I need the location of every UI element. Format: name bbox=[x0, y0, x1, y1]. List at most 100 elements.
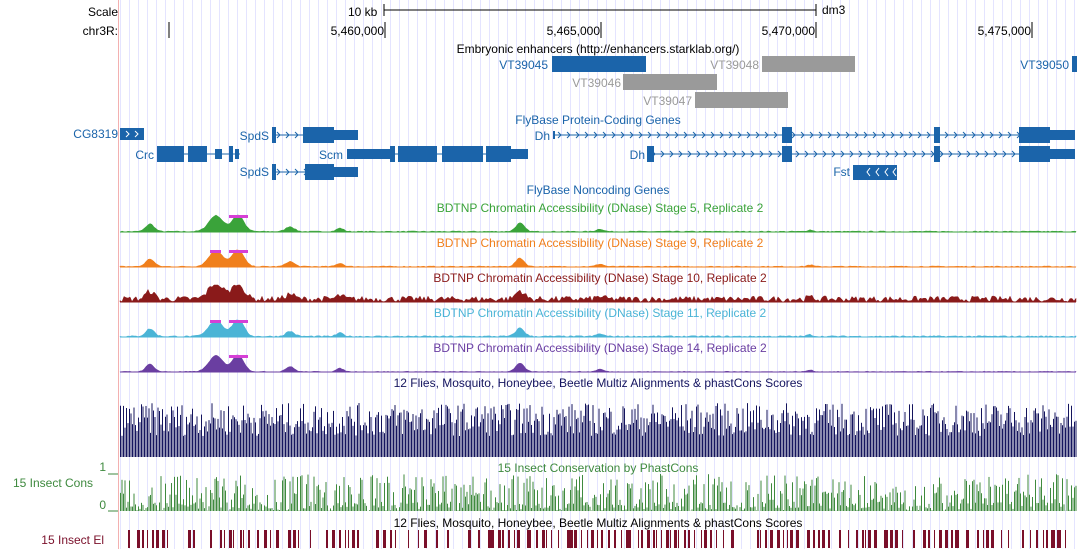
conserved-element bbox=[488, 530, 491, 548]
conserved-element bbox=[591, 530, 594, 548]
phastcons-score-bar bbox=[432, 486, 433, 511]
conserved-element bbox=[270, 530, 271, 548]
phastcons-score-bar bbox=[445, 475, 447, 511]
phastcons-score-bar bbox=[448, 507, 450, 511]
multiz-score-bar bbox=[339, 423, 340, 457]
phastcons-score-bar bbox=[733, 507, 735, 511]
gene-label[interactable]: Scm bbox=[319, 148, 343, 162]
phastcons-score-bar bbox=[274, 479, 276, 511]
gene-label[interactable]: Dh bbox=[534, 129, 550, 143]
conserved-element bbox=[945, 530, 948, 548]
phastcons-score-bar bbox=[358, 493, 360, 511]
phastcons-score-bar bbox=[240, 475, 241, 511]
phastcons-side-label[interactable]: 15 Insect Cons bbox=[12, 476, 93, 490]
enhancer-label[interactable]: VT39050 bbox=[1020, 58, 1069, 72]
phastcons-score-bar bbox=[352, 506, 354, 511]
protein-coding-track-title[interactable]: FlyBase Protein-Coding Genes bbox=[515, 113, 681, 127]
multiz-score-bar bbox=[360, 425, 361, 457]
phastcons-score-bar bbox=[217, 480, 219, 511]
phastcons-score-bar bbox=[277, 509, 279, 511]
noncoding-track-title[interactable]: FlyBase Noncoding Genes bbox=[526, 183, 670, 197]
multiz-score-bar bbox=[373, 434, 375, 457]
multiz-score-bar bbox=[783, 410, 784, 457]
multiz-score-bar bbox=[409, 422, 411, 457]
gene-label[interactable]: SpdS bbox=[239, 129, 269, 143]
phastcons-score-bar bbox=[199, 498, 201, 511]
dnase-stage14-title[interactable]: BDTNP Chromatin Accessibility (DNase) St… bbox=[433, 341, 767, 355]
dnase-stage9-title[interactable]: BDTNP Chromatin Accessibility (DNase) St… bbox=[436, 236, 764, 250]
phastcons-score-bar bbox=[562, 490, 564, 511]
phastcons-score-bar bbox=[799, 488, 801, 511]
multiz-score-bar bbox=[700, 412, 702, 457]
phastcons-score-bar bbox=[307, 474, 309, 511]
multiz-score-bar bbox=[873, 408, 874, 457]
phastcons-score-bar bbox=[355, 503, 357, 511]
elements-track-title[interactable]: 12 Flies, Mosquito, Honeybee, Beetle Mul… bbox=[393, 516, 803, 530]
phastcons-score-bar bbox=[585, 502, 586, 511]
phastcons-score-bar bbox=[933, 484, 934, 511]
phastcons-score-bar bbox=[454, 484, 456, 511]
phastcons-score-bar bbox=[919, 505, 921, 511]
conserved-element bbox=[508, 530, 510, 548]
phastcons-score-bar bbox=[984, 498, 985, 511]
enhancer-label[interactable]: VT39045 bbox=[499, 58, 548, 72]
saturation-highlight bbox=[210, 320, 221, 323]
multiz-score-bar bbox=[535, 413, 537, 457]
dnase-stage11-title[interactable]: BDTNP Chromatin Accessibility (DNase) St… bbox=[433, 306, 767, 320]
multiz-score-bar bbox=[1024, 417, 1026, 457]
multiz-score-bar bbox=[664, 415, 666, 457]
enhancer-label[interactable]: VT39046 bbox=[572, 76, 621, 90]
multiz-score-bar bbox=[370, 417, 372, 457]
phastcons-score-bar bbox=[138, 506, 139, 511]
multiz-score-bar bbox=[264, 416, 265, 457]
phastcons-score-bar bbox=[516, 509, 517, 511]
multiz-score-bar bbox=[909, 404, 910, 457]
multiz-score-bar bbox=[397, 415, 399, 457]
multiz-score-bar bbox=[958, 432, 960, 457]
multiz-score-bar bbox=[693, 432, 694, 457]
phastcons-score-bar bbox=[844, 481, 846, 511]
elements-side-label[interactable]: 15 Insect El bbox=[41, 533, 104, 547]
multiz-score-bar bbox=[924, 415, 925, 457]
phastcons-track-title[interactable]: 15 Insect Conservation by PhastCons bbox=[497, 461, 699, 475]
multiz-score-bar bbox=[286, 422, 288, 457]
phastcons-score-bar bbox=[942, 503, 943, 511]
enhancer-label[interactable]: VT39048 bbox=[710, 58, 759, 72]
conserved-element bbox=[288, 530, 291, 548]
phastcons-score-bar bbox=[949, 502, 951, 511]
phastcons-score-bar bbox=[657, 482, 658, 511]
phastcons-score-bar bbox=[853, 505, 855, 511]
gene-label[interactable]: Crc bbox=[135, 148, 154, 162]
conserved-element bbox=[951, 530, 953, 548]
phastcons-score-bar bbox=[276, 502, 277, 511]
multiz-track-title[interactable]: 12 Flies, Mosquito, Honeybee, Beetle Mul… bbox=[393, 376, 803, 390]
enhancers-track-title[interactable]: Embryonic enhancers (http://enhancers.st… bbox=[456, 42, 740, 56]
multiz-score-bar bbox=[151, 403, 153, 457]
dnase-stage5-title[interactable]: BDTNP Chromatin Accessibility (DNase) St… bbox=[436, 201, 764, 215]
enhancer-label[interactable]: VT39047 bbox=[643, 94, 692, 108]
phastcons-score-bar bbox=[634, 505, 636, 511]
phastcons-score-bar bbox=[498, 503, 499, 511]
phastcons-score-bar bbox=[423, 486, 424, 511]
conserved-element bbox=[536, 530, 538, 548]
gene-label[interactable]: SpdS bbox=[239, 165, 269, 179]
phastcons-score-bar bbox=[795, 507, 796, 511]
dnase-stage10-title[interactable]: BDTNP Chromatin Accessibility (DNase) St… bbox=[433, 271, 767, 285]
phastcons-score-bar bbox=[243, 494, 244, 511]
gene-label[interactable]: CG8319 bbox=[73, 127, 118, 141]
multiz-score-bar bbox=[613, 432, 615, 457]
scale-bar-text: 10 kb bbox=[348, 5, 378, 19]
multiz-score-bar bbox=[523, 408, 525, 457]
multiz-score-bar bbox=[754, 429, 756, 457]
gene-label[interactable]: Dh bbox=[629, 148, 645, 162]
multiz-score-bar bbox=[532, 432, 534, 457]
multiz-score-bar bbox=[978, 430, 979, 457]
multiz-score-bar bbox=[424, 429, 426, 457]
multiz-score-bar bbox=[246, 423, 247, 457]
gene-label[interactable]: Fst bbox=[833, 165, 850, 179]
conserved-element bbox=[710, 530, 712, 548]
strand-arrow bbox=[980, 131, 985, 139]
multiz-score-bar bbox=[814, 423, 816, 457]
conserved-element bbox=[1046, 530, 1048, 548]
